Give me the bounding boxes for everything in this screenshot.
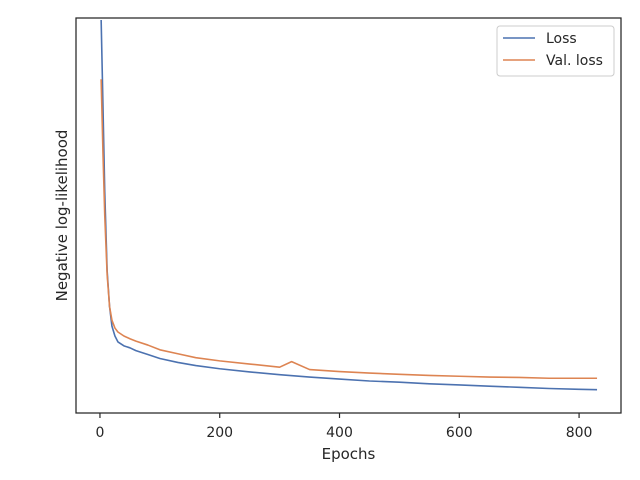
- x-tick-label: 800: [566, 425, 593, 441]
- legend-label-val-loss: Val. loss: [546, 53, 603, 69]
- x-tick-label: 600: [446, 425, 473, 441]
- series-line-val-loss: [100, 79, 598, 380]
- x-tick-label: 200: [206, 425, 233, 441]
- x-axis-label: Epochs: [322, 445, 376, 463]
- x-tick-label: 0: [95, 425, 104, 441]
- plot-frame: [75, 17, 622, 414]
- legend: Loss Val. loss: [496, 25, 615, 77]
- y-axis-label: Negative log-likelihood: [53, 130, 71, 302]
- x-tick-label: 400: [326, 425, 353, 441]
- series-layer: [100, 19, 598, 391]
- legend-label-loss: Loss: [546, 31, 577, 47]
- x-ticks: 0 200 400 600 800: [95, 413, 592, 441]
- plot-background: [76, 18, 621, 413]
